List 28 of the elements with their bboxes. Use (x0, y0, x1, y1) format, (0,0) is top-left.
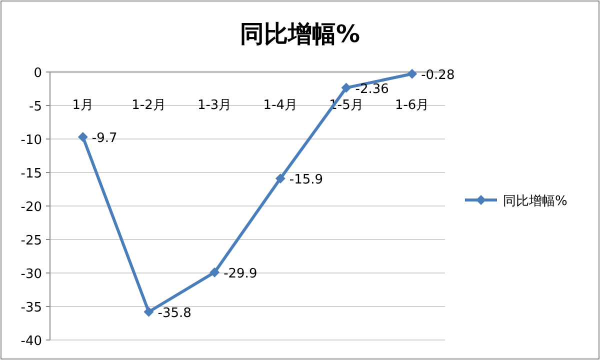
data-label: -35.8 (158, 306, 192, 321)
y-tick-label: -10 (20, 133, 42, 148)
y-tick-label: -30 (20, 267, 42, 282)
y-tick-label: -25 (20, 234, 42, 248)
data-label: -29.9 (224, 266, 258, 282)
y-tick-label: -15 (20, 166, 42, 182)
chart-title: 同比增幅% (240, 20, 360, 48)
x-tick-label: 1-6月 (394, 98, 430, 113)
point (144, 306, 154, 317)
point (78, 132, 88, 142)
y-tick-label: -35 (20, 300, 42, 316)
data-label: -0.28 (421, 68, 455, 83)
point (210, 267, 220, 278)
x-tick-label: 1-3月 (197, 98, 232, 113)
point (275, 174, 286, 184)
x-tick-label: 1-4月 (263, 98, 298, 113)
x-tick-label: 1-2月 (132, 98, 166, 113)
y-tick-label: -40 (20, 334, 42, 349)
x-tick-label: 1月 (72, 98, 94, 113)
data-label: -2.36 (355, 82, 389, 97)
y-tick-label: -20 (20, 200, 42, 215)
point (407, 68, 418, 79)
y-tick-label: 0 (34, 66, 42, 81)
point (341, 82, 352, 93)
y-tick-label: -5 (29, 100, 42, 114)
legend-label: 同比增幅% (503, 194, 568, 209)
data-label: -15.9 (289, 172, 324, 188)
data-label: -9.7 (92, 130, 118, 146)
